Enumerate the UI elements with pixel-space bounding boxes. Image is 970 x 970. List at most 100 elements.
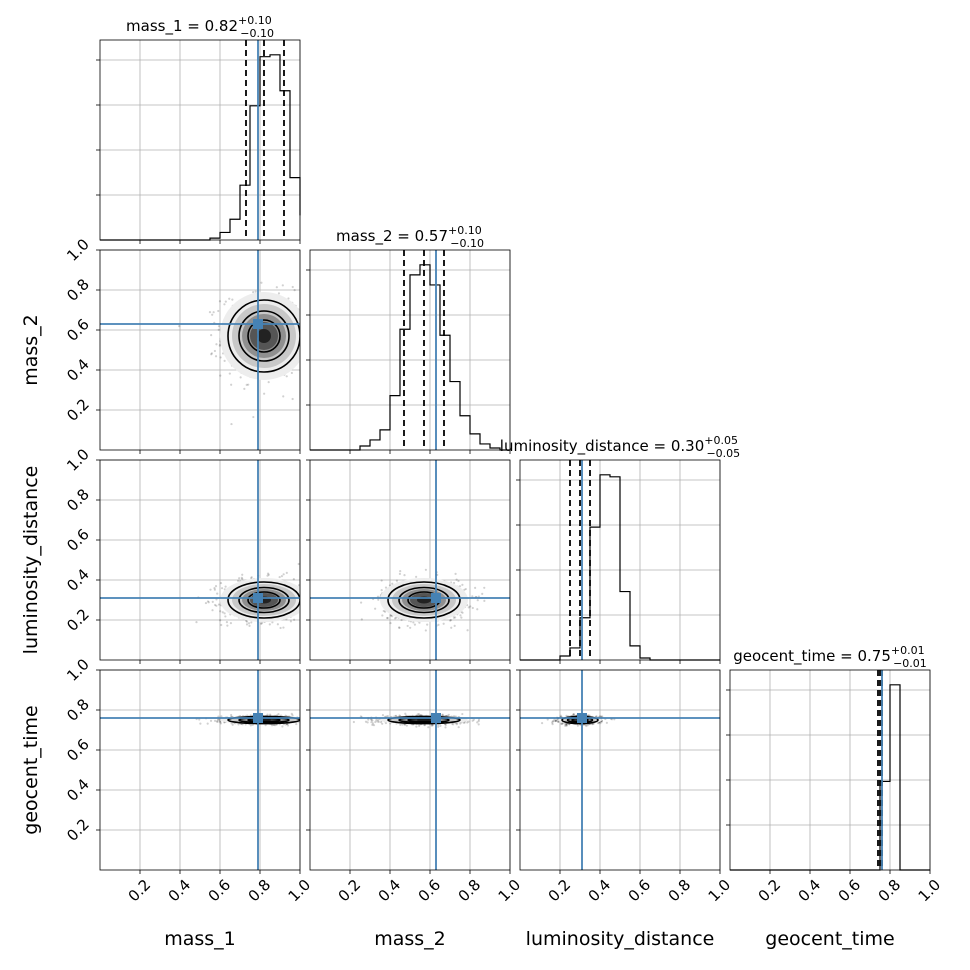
sample-point <box>285 571 288 574</box>
panel-title: luminosity_distance = 0.30+0.05 −0.05 <box>500 434 740 460</box>
scatter-panel-mass_1-vs-mass_2: 0.2 0.4 0.6 0.8 1.0 <box>63 235 328 454</box>
sample-point <box>206 722 209 725</box>
sample-point <box>218 300 222 303</box>
sample-point <box>211 313 214 316</box>
scatter-panel-mass_2-vs-geocent_time: 0.2 0.4 0.6 0.8 1.0 <box>306 669 524 905</box>
x-axis-label: geocent_time <box>765 928 894 950</box>
density-layer <box>352 712 481 729</box>
sample-point <box>291 714 294 717</box>
sample-point <box>461 712 464 716</box>
sample-point <box>417 713 421 716</box>
truth-marker <box>253 713 263 723</box>
sample-point <box>471 719 474 722</box>
sample-point <box>398 572 401 576</box>
sample-point <box>406 624 409 628</box>
x-tick-label: 0.4 <box>795 876 825 906</box>
sample-point <box>586 724 589 727</box>
sample-point <box>307 334 309 336</box>
sample-point <box>430 724 433 727</box>
y-tick-label: 0.8 <box>63 485 93 515</box>
contour-line <box>247 591 281 609</box>
y-tick-label: 0.6 <box>63 315 93 345</box>
sample-point <box>419 713 422 717</box>
truth-marker <box>253 593 263 603</box>
sample-point <box>230 422 233 426</box>
sample-point <box>292 578 295 581</box>
x-tick-label: 0.6 <box>625 876 655 906</box>
sample-point <box>370 718 373 721</box>
density-level <box>417 718 431 722</box>
sample-point <box>198 718 201 721</box>
sample-point <box>563 722 566 725</box>
sample-point <box>352 720 355 724</box>
sample-point <box>204 601 208 605</box>
sample-point <box>389 614 393 617</box>
sample-point <box>302 353 304 355</box>
sample-point <box>266 574 269 577</box>
sample-point <box>447 713 450 716</box>
sample-point <box>302 716 304 718</box>
contour-line <box>387 581 461 619</box>
sample-point <box>401 723 404 726</box>
sample-point <box>307 324 309 326</box>
truth-marker <box>253 319 263 329</box>
sample-point <box>424 629 427 632</box>
sample-point <box>377 598 380 601</box>
sample-point <box>551 720 554 723</box>
sample-point <box>304 294 306 296</box>
sample-point <box>552 719 555 723</box>
sample-point <box>224 615 227 618</box>
sample-point <box>564 724 567 727</box>
axes-frame <box>309 459 511 661</box>
sample-point <box>207 601 210 604</box>
sample-point <box>551 721 554 724</box>
sample-point <box>223 359 226 362</box>
histogram-panel-mass_1: mass_1 = 0.82+0.10 −0.10 <box>96 14 301 244</box>
sample-point <box>208 311 212 314</box>
sample-point <box>304 585 306 587</box>
sample-point <box>370 721 373 724</box>
sample-point <box>304 592 306 594</box>
sample-point <box>391 582 394 585</box>
sample-point <box>393 617 397 620</box>
sample-point <box>386 616 389 620</box>
y-tick-label: 1.0 <box>63 655 93 685</box>
sample-point <box>405 724 408 727</box>
sample-point <box>384 721 388 725</box>
sample-point <box>213 349 217 353</box>
sample-point <box>565 723 568 726</box>
sample-point <box>326 307 328 309</box>
sample-point <box>391 615 394 618</box>
sample-point <box>279 626 282 630</box>
y-tick-label: 0.6 <box>63 735 93 765</box>
contour-line <box>387 715 461 725</box>
sample-point <box>215 343 218 346</box>
density-layer <box>195 712 318 728</box>
sample-point <box>381 722 384 725</box>
x-axis-label: luminosity_distance <box>526 928 715 950</box>
sample-point <box>220 623 223 627</box>
sample-point <box>311 601 313 603</box>
sample-point <box>301 379 303 381</box>
sample-point <box>471 606 474 610</box>
sample-point <box>220 587 224 590</box>
sample-point <box>269 713 272 716</box>
sample-point <box>441 714 444 717</box>
sample-point <box>598 722 601 725</box>
sample-point <box>251 723 254 726</box>
sample-point <box>459 614 462 617</box>
contour-line <box>227 299 300 373</box>
sample-point <box>245 623 249 626</box>
sample-point <box>326 338 328 340</box>
sample-point <box>444 723 447 727</box>
sample-point <box>418 724 421 727</box>
sample-point <box>466 629 469 632</box>
x-tick-label: 1.0 <box>285 876 315 906</box>
sample-point <box>245 383 248 387</box>
sample-point <box>437 725 440 728</box>
x-tick-label: 1.0 <box>705 876 735 906</box>
sample-point <box>360 618 363 621</box>
sample-point <box>316 722 318 724</box>
sample-point <box>211 600 214 603</box>
